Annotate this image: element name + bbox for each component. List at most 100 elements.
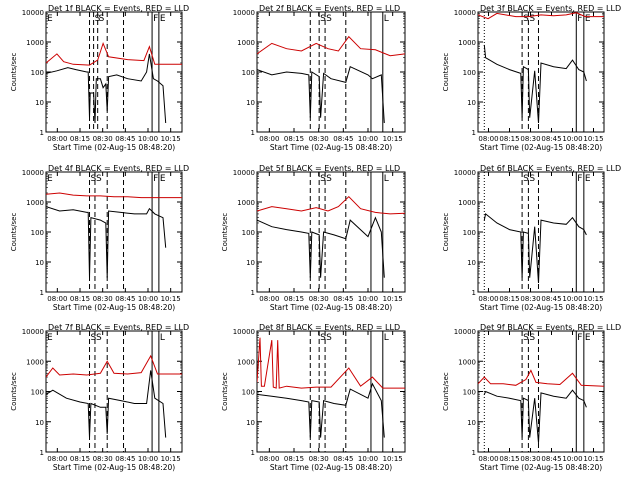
chart-title: Det 9f BLACK = Events, RED = LLD (480, 323, 621, 332)
y-tick-label: 10 (467, 259, 476, 267)
x-tick-label: 08:45 (333, 455, 353, 463)
events-series-line (46, 53, 167, 124)
x-axis-label: Start Time (02-Aug-15 08:48:20) (270, 143, 392, 152)
plot-frame (45, 171, 183, 293)
x-axis-label: Start Time (02-Aug-15 08:48:20) (53, 143, 175, 152)
y-axis-label: Counts/sec (442, 372, 450, 411)
x-axis-label: Start Time (02-Aug-15 08:48:20) (53, 303, 175, 312)
y-tick-label: 1000 (26, 39, 44, 47)
event-marker-label: E (47, 333, 53, 343)
y-tick-label: 1 (472, 449, 476, 457)
y-tick-label: 10000 (454, 9, 476, 17)
x-tick-label: 08:45 (541, 295, 561, 303)
x-tick-label: 08:30 (93, 135, 113, 143)
events-series-line (257, 382, 385, 438)
x-tick-label: 10:00 (562, 295, 582, 303)
y-tick-label: 100 (463, 69, 476, 77)
x-tick-label: 08:15 (284, 455, 304, 463)
y-tick-label: 1000 (458, 199, 476, 207)
x-tick-label: 10:15 (161, 135, 181, 143)
event-marker-label: E (47, 14, 53, 24)
plot-frame (45, 11, 183, 133)
x-tick-label: 10:00 (138, 135, 158, 143)
x-tick-label: 08:00 (478, 295, 498, 303)
y-tick-label: 100 (242, 69, 255, 77)
y-tick-label: 10 (35, 259, 44, 267)
y-axis-label: Counts/sec (10, 372, 18, 411)
chart-panel-5: Det 5f BLACK = Events, RED = LLD 1 10 100 10… (221, 164, 406, 312)
x-tick-label: 10:15 (583, 295, 603, 303)
x-tick-label: 08:15 (499, 455, 519, 463)
chart-panel-4: Det 4f BLACK = Events, RED = LLD 1 10 100 10… (10, 164, 189, 312)
y-tick-label: 10 (246, 419, 255, 427)
lld-series-line (46, 354, 182, 378)
events-series-line (257, 66, 385, 124)
x-tick-label: 10:00 (562, 135, 582, 143)
event-marker-label: S (523, 14, 529, 24)
y-tick-label: 10000 (454, 169, 476, 177)
chart-panel-3: Det 3f BLACK = Events, RED = LLD 1 10 100 10… (442, 4, 621, 152)
event-marker-label: S (523, 174, 529, 184)
y-axis-label: Counts/sec (10, 213, 18, 252)
event-marker-label: S (91, 333, 97, 343)
y-tick-label: 1 (251, 129, 255, 137)
event-marker-label: L (384, 14, 389, 24)
x-tick-label: 10:00 (562, 455, 582, 463)
y-tick-label: 1 (251, 449, 255, 457)
y-tick-label: 1000 (26, 199, 44, 207)
event-marker-label: E (585, 333, 591, 343)
plot-frame (477, 330, 605, 453)
chart-panel-7: Det 7f BLACK = Events, RED = LLD 1 10 100 10… (10, 323, 189, 472)
event-marker-label: S (529, 174, 535, 184)
x-tick-label: 08:00 (259, 455, 279, 463)
chart-panel-1: Det 1f BLACK = Events, RED = LLD 1 10 100 10… (10, 4, 189, 152)
x-axis-label: Start Time (02-Aug-15 08:48:20) (53, 463, 175, 472)
y-tick-label: 10000 (22, 328, 44, 336)
event-marker-label: S (326, 174, 332, 184)
x-tick-label: 08:00 (259, 295, 279, 303)
event-marker-label: S (529, 333, 535, 343)
y-tick-label: 1000 (458, 39, 476, 47)
y-axis-label: Counts/sec (10, 53, 18, 92)
x-axis-label: Start Time (02-Aug-15 08:48:20) (270, 463, 392, 472)
events-series-line (46, 206, 167, 278)
chart-title: Det 3f BLACK = Events, RED = LLD (480, 4, 621, 13)
x-tick-label: 08:30 (520, 135, 540, 143)
chart-title: Det 7f BLACK = Events, RED = LLD (48, 323, 189, 332)
event-marker-label: E (160, 174, 166, 184)
x-tick-label: 08:45 (115, 455, 135, 463)
x-tick-label: 10:00 (358, 295, 378, 303)
x-tick-label: 10:15 (583, 135, 603, 143)
x-axis-label: Start Time (02-Aug-15 08:48:20) (270, 303, 392, 312)
y-tick-label: 10000 (454, 328, 476, 336)
x-tick-label: 10:15 (383, 455, 403, 463)
event-marker-label: S (96, 333, 102, 343)
y-tick-label: 10 (35, 419, 44, 427)
lld-series-line (478, 369, 604, 387)
y-tick-label: 10000 (22, 9, 44, 17)
y-tick-label: 100 (463, 229, 476, 237)
x-tick-label: 10:00 (358, 455, 378, 463)
y-tick-label: 10000 (233, 328, 255, 336)
y-tick-label: 10000 (233, 169, 255, 177)
y-tick-label: 100 (242, 389, 255, 397)
x-tick-label: 08:45 (541, 135, 561, 143)
x-tick-label: 08:15 (499, 135, 519, 143)
x-tick-label: 08:15 (70, 295, 90, 303)
y-axis-label: Counts/sec (221, 213, 229, 252)
x-axis-label: Start Time (02-Aug-15 08:48:20) (480, 303, 602, 312)
event-marker-label: S (326, 14, 332, 24)
y-tick-label: 100 (242, 229, 255, 237)
lld-series-line (46, 41, 182, 66)
x-tick-label: 08:15 (284, 135, 304, 143)
x-tick-label: 08:15 (284, 295, 304, 303)
y-tick-label: 10 (467, 99, 476, 107)
x-tick-label: 08:00 (259, 135, 279, 143)
x-tick-label: 08:45 (115, 295, 135, 303)
x-tick-label: 08:15 (499, 295, 519, 303)
event-marker-label: F (153, 174, 158, 184)
y-axis-label: Counts/sec (442, 53, 450, 92)
x-tick-label: 08:30 (309, 135, 329, 143)
y-tick-label: 100 (463, 389, 476, 397)
